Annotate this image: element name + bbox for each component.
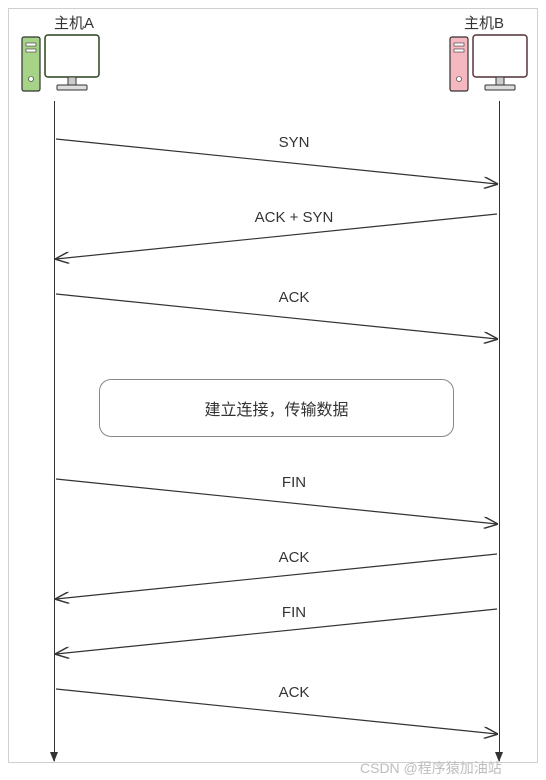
msg-label-6: ACK — [234, 684, 354, 701]
msg-label-1: ACK + SYN — [234, 209, 354, 226]
data-transfer-text: 建立连接，传输数据 — [204, 396, 348, 420]
watermark-text: CSDN @程序猿加油站 — [360, 758, 502, 778]
msg-label-3: FIN — [234, 474, 354, 491]
data-transfer-box: 建立连接，传输数据 — [99, 379, 454, 437]
diagram-frame: 主机A 主机B — [8, 8, 538, 763]
msg-label-5: FIN — [234, 604, 354, 621]
msg-label-2: ACK — [234, 289, 354, 306]
msg-label-4: ACK — [234, 549, 354, 566]
msg-label-0: SYN — [234, 134, 354, 151]
